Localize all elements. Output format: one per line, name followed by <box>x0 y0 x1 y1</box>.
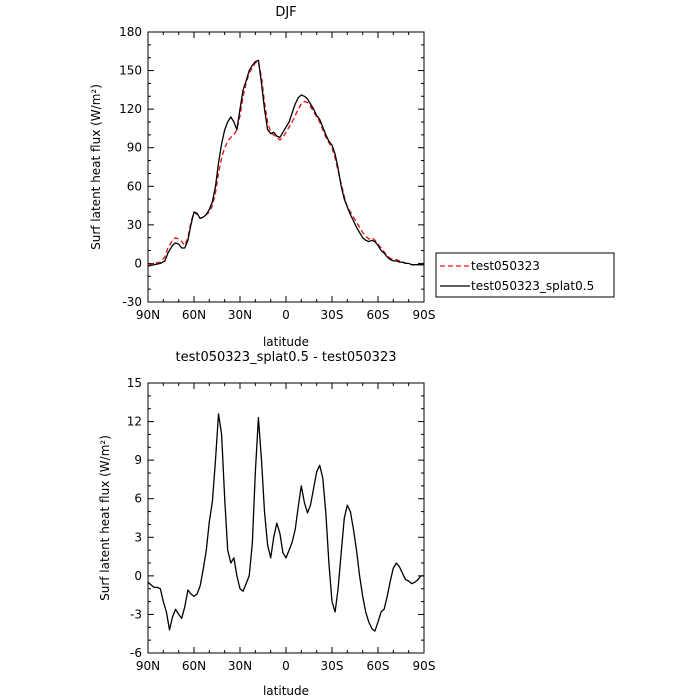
bottom-y-tick-label: -3 <box>130 607 142 621</box>
bottom-x-tick-label: 60S <box>367 659 390 673</box>
top-x-tick-label: 60N <box>182 308 206 322</box>
bottom-x-tick-label: 60N <box>182 659 206 673</box>
top-x-tick-labels: 90N 60N 30N 0 30S 60S 90S <box>136 308 436 322</box>
top-y-tick-label: -30 <box>122 295 142 309</box>
top-x-tick-label: 60S <box>367 308 390 322</box>
top-y-tick-label: 0 <box>134 256 142 270</box>
top-y-tick-label: 30 <box>127 218 142 232</box>
bottom-y-tick-label: 0 <box>134 569 142 583</box>
bottom-x-tick-label: 30N <box>228 659 252 673</box>
top-x-tick-label: 90S <box>413 308 436 322</box>
top-x-axis-label: latitude <box>263 335 309 349</box>
top-y-tick-labels: -30 0 30 60 90 120 150 180 <box>119 25 142 309</box>
bottom-series-line-0 <box>147 413 424 632</box>
bottom-y-axis-label: Surf latent heat flux (W/m²) <box>98 435 112 601</box>
top-y-tick-label: 180 <box>119 25 142 39</box>
top-y-tick-label: 90 <box>127 141 142 155</box>
bottom-panel: test050323_splat0.5 - test050323 -6 -3 0 3 6… <box>98 350 435 698</box>
top-x-tick-label: 30N <box>228 308 252 322</box>
top-y-tick-label: 150 <box>119 64 142 78</box>
bottom-series-lines <box>147 413 424 632</box>
bottom-x-tick-label: 90S <box>413 659 436 673</box>
top-plot-frame <box>147 31 425 303</box>
top-title: DJF <box>275 5 296 20</box>
top-series-line-1 <box>147 59 424 267</box>
bottom-x-tick-labels: 90N 60N 30N 0 30S 60S 90S <box>136 659 436 673</box>
bottom-plot-frame <box>147 382 425 654</box>
bottom-x-tick-label: 90N <box>136 659 160 673</box>
top-ticks <box>147 31 425 303</box>
top-x-tick-label: 90N <box>136 308 160 322</box>
bottom-y-tick-label: 6 <box>134 492 142 506</box>
bottom-y-tick-label: 9 <box>134 453 142 467</box>
legend-label-test050323: test050323 <box>471 259 540 273</box>
legend-label-test050323-splat: test050323_splat0.5 <box>471 279 594 293</box>
top-panel: DJF -30 0 30 60 90 120 150 180 90N 60N 30N 0 30S 60S… <box>89 5 615 349</box>
bottom-x-tick-label: 30S <box>321 659 344 673</box>
top-series-lines <box>147 59 424 267</box>
top-y-tick-label: 120 <box>119 102 142 116</box>
bottom-y-tick-labels: -6 -3 0 3 6 9 12 15 <box>127 376 142 660</box>
bottom-title: test050323_splat0.5 - test050323 <box>175 350 396 365</box>
bottom-y-tick-label: 12 <box>127 415 142 429</box>
top-x-tick-label: 30S <box>321 308 344 322</box>
bottom-x-axis-label: latitude <box>263 684 309 698</box>
top-y-tick-label: 60 <box>127 179 142 193</box>
bottom-x-tick-label: 0 <box>282 659 290 673</box>
bottom-y-tick-label: 15 <box>127 376 142 390</box>
legend-box <box>435 252 615 298</box>
top-x-tick-label: 0 <box>282 308 290 322</box>
legend: test050323 test050323_splat0.5 <box>435 252 615 298</box>
bottom-ticks <box>147 382 425 654</box>
bottom-y-tick-label: 3 <box>134 530 142 544</box>
top-y-axis-label: Surf latent heat flux (W/m²) <box>89 84 103 250</box>
bottom-y-tick-label: -6 <box>130 646 142 660</box>
